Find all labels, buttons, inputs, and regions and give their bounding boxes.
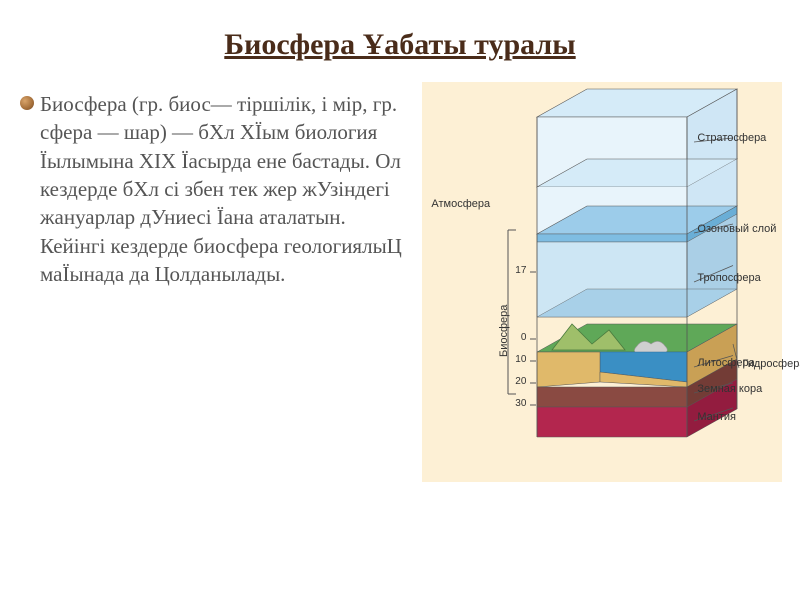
axis-tick: 20 [508, 376, 526, 387]
axis-tick: 17 [508, 265, 526, 276]
label-atmosphere: Атмосфера [431, 198, 490, 210]
text-column: Биосфера (гр. биос— тіршілік, і мір, гр.… [20, 82, 422, 288]
axis-tick: 30 [508, 398, 526, 409]
label-mantle: Мантия [697, 411, 736, 423]
label-ozone: Озоновый слой [697, 223, 776, 235]
label-crust: Земная кора [697, 383, 762, 395]
body-text: Биосфера (гр. биос— тіршілік, і мір, гр.… [40, 90, 412, 288]
axis-tick: 10 [508, 354, 526, 365]
page-title: Биосфера Ұабаты туралы [0, 0, 800, 82]
label-stratosphere: Стратосфера [697, 132, 766, 144]
bullet-icon [20, 96, 34, 110]
label-troposphere: Тропосфера [697, 272, 760, 284]
bullet-paragraph: Биосфера (гр. биос— тіршілік, і мір, гр.… [20, 90, 412, 288]
label-hydrosphere: Гидросфера [742, 358, 800, 370]
label-biosphere: Биосфера [498, 305, 510, 357]
axis-tick: 0 [508, 332, 526, 343]
content-row: Биосфера (гр. биос— тіршілік, і мір, гр.… [0, 82, 800, 288]
biosphere-diagram: СтратосфераОзоновый слойТропосфераЛитосф… [422, 82, 780, 288]
